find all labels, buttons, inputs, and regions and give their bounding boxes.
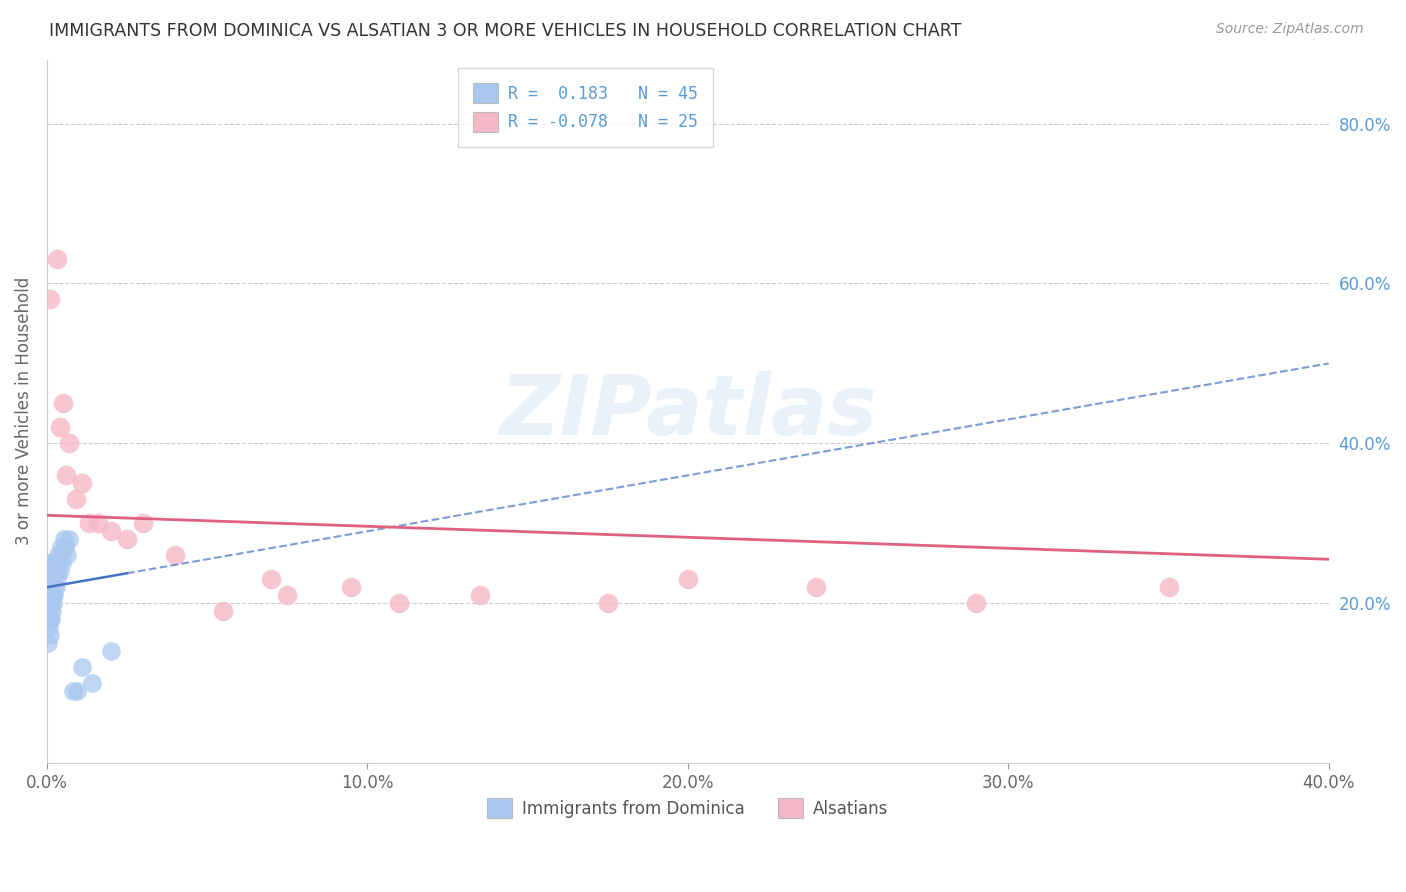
Point xyxy=(212,604,235,618)
Point xyxy=(38,572,60,586)
Point xyxy=(38,620,60,634)
Point xyxy=(965,596,987,610)
Point xyxy=(46,564,69,578)
Point xyxy=(41,604,63,618)
Point xyxy=(41,588,63,602)
Point xyxy=(65,492,87,507)
Point xyxy=(596,596,619,610)
Point xyxy=(37,636,59,650)
Point xyxy=(39,596,62,610)
Point xyxy=(45,252,67,267)
Point xyxy=(42,596,65,610)
Point xyxy=(468,588,491,602)
Point xyxy=(45,572,67,586)
Point xyxy=(39,293,62,307)
Point xyxy=(41,580,63,594)
Point xyxy=(388,596,411,610)
Point xyxy=(100,644,122,658)
Point xyxy=(44,564,66,578)
Point xyxy=(66,684,89,698)
Point xyxy=(37,580,59,594)
Point xyxy=(52,396,75,410)
Point xyxy=(132,516,155,531)
Point xyxy=(804,580,827,594)
Point xyxy=(37,604,59,618)
Point xyxy=(55,541,77,555)
Point xyxy=(39,612,62,626)
Point xyxy=(51,556,73,570)
Point xyxy=(80,676,103,690)
Point xyxy=(260,572,283,586)
Point xyxy=(39,580,62,594)
Point xyxy=(44,588,66,602)
Point xyxy=(37,556,59,570)
Point xyxy=(55,468,77,483)
Point xyxy=(340,580,363,594)
Point xyxy=(62,684,84,698)
Point xyxy=(42,572,65,586)
Point xyxy=(58,436,80,450)
Point xyxy=(48,564,70,578)
Point xyxy=(100,524,122,539)
Point xyxy=(51,541,73,555)
Point xyxy=(70,660,93,674)
Point xyxy=(676,572,699,586)
Text: IMMIGRANTS FROM DOMINICA VS ALSATIAN 3 OR MORE VEHICLES IN HOUSEHOLD CORRELATION: IMMIGRANTS FROM DOMINICA VS ALSATIAN 3 O… xyxy=(49,22,962,40)
Point xyxy=(77,516,100,531)
Legend: Immigrants from Dominica, Alsatians: Immigrants from Dominica, Alsatians xyxy=(481,791,896,825)
Point xyxy=(39,628,62,642)
Y-axis label: 3 or more Vehicles in Household: 3 or more Vehicles in Household xyxy=(15,277,32,546)
Point xyxy=(115,533,138,547)
Point xyxy=(48,420,70,434)
Point xyxy=(41,564,63,578)
Point xyxy=(165,548,187,562)
Point xyxy=(52,533,75,547)
Point xyxy=(38,596,60,610)
Point xyxy=(276,588,298,602)
Point xyxy=(38,588,60,602)
Point xyxy=(56,548,79,562)
Point xyxy=(42,556,65,570)
Point xyxy=(42,580,65,594)
Point xyxy=(41,572,63,586)
Point xyxy=(1157,580,1180,594)
Point xyxy=(45,580,67,594)
Point xyxy=(38,612,60,626)
Point xyxy=(87,516,110,531)
Point xyxy=(39,556,62,570)
Point xyxy=(37,612,59,626)
Point xyxy=(70,476,93,491)
Point xyxy=(46,548,69,562)
Point xyxy=(49,548,72,562)
Text: Source: ZipAtlas.com: Source: ZipAtlas.com xyxy=(1216,22,1364,37)
Point xyxy=(58,533,80,547)
Point xyxy=(45,556,67,570)
Point xyxy=(48,556,70,570)
Text: ZIPatlas: ZIPatlas xyxy=(499,371,877,452)
